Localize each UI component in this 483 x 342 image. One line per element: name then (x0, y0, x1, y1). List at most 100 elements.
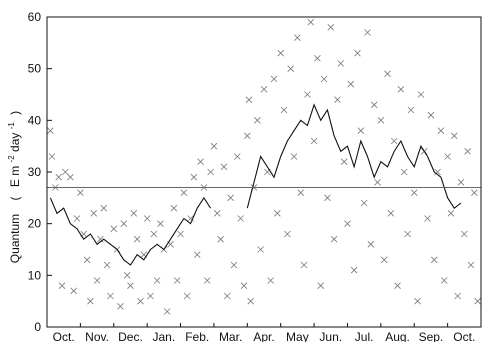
data-point (103, 261, 111, 269)
data-point (474, 297, 481, 305)
data-point (337, 60, 345, 67)
data-point (193, 251, 201, 258)
data-point (387, 210, 395, 217)
data-point (354, 49, 361, 57)
data-point (397, 86, 405, 93)
data-point (234, 153, 241, 160)
data-point (117, 303, 124, 310)
data-point (270, 75, 278, 83)
data-point (93, 277, 101, 284)
data-point (183, 292, 191, 300)
data-point (357, 127, 365, 134)
data-point (367, 241, 375, 248)
data-point (67, 173, 74, 181)
data-point (177, 230, 184, 238)
data-point (424, 215, 431, 222)
y-tick-label: 10 (28, 268, 42, 282)
data-point (350, 266, 358, 274)
data-point (340, 158, 348, 165)
data-point (73, 215, 81, 222)
data-point (77, 189, 84, 196)
data-point (133, 235, 141, 243)
data-point (210, 142, 218, 150)
data-point (244, 132, 251, 140)
x-month-label: Jan. (153, 330, 176, 342)
data-point (330, 235, 338, 243)
data-point (380, 256, 388, 264)
data-point (370, 101, 378, 109)
data-point (100, 204, 108, 212)
data-point (48, 153, 56, 160)
data-point (230, 261, 238, 269)
data-point (127, 282, 134, 289)
x-month-label: Oct. (453, 330, 475, 342)
data-point (217, 235, 224, 243)
data-point (451, 132, 458, 140)
y-tick-label: 60 (28, 10, 42, 24)
data-point (120, 220, 128, 227)
plot-frame (46, 16, 482, 328)
data-point (404, 230, 411, 238)
data-point (317, 282, 325, 289)
y-tick-label: 50 (28, 62, 42, 76)
data-point (260, 86, 268, 93)
data-point (203, 277, 211, 284)
data-point (384, 70, 391, 78)
data-point (254, 117, 261, 124)
data-point (220, 163, 228, 171)
data-point (55, 173, 62, 181)
data-point (280, 106, 288, 114)
data-point (110, 225, 118, 233)
data-point (344, 220, 351, 227)
data-point (173, 277, 181, 284)
data-point (190, 173, 198, 181)
data-point (324, 194, 331, 202)
data-point (157, 220, 164, 227)
x-month-label: Feb. (185, 330, 209, 342)
running-mean-layer (49, 103, 462, 266)
data-point (297, 189, 305, 196)
data-point (327, 24, 335, 31)
data-point (170, 204, 178, 212)
data-point (58, 282, 66, 289)
data-point (213, 210, 221, 217)
data-point (240, 282, 248, 289)
x-month-label: Sep. (419, 330, 444, 342)
data-point (434, 168, 441, 176)
data-point (467, 261, 475, 269)
data-point (294, 34, 301, 41)
data-point (187, 215, 194, 222)
data-point (314, 55, 321, 62)
data-point (137, 297, 144, 305)
x-month-label: Apr. (253, 330, 274, 342)
x-month-label: Jul. (355, 330, 374, 342)
data-point (360, 199, 368, 207)
data-point (150, 230, 158, 238)
x-month-label: Mar. (219, 330, 242, 342)
y-tick-label: 0 (34, 320, 41, 334)
running-mean-line (49, 196, 212, 266)
data-point (47, 127, 54, 134)
data-point (310, 137, 318, 145)
data-point (97, 235, 104, 243)
data-point (107, 292, 114, 300)
data-point (153, 277, 161, 284)
y-tick-label: 40 (28, 113, 42, 127)
x-month-label: Aug. (385, 330, 410, 342)
data-point (300, 261, 308, 269)
data-point (143, 215, 151, 222)
y-tick-label: 30 (28, 165, 42, 179)
data-point (277, 49, 284, 57)
data-point (197, 158, 204, 165)
data-point (180, 189, 188, 196)
data-point (400, 168, 408, 176)
data-point (70, 287, 77, 295)
data-point (407, 106, 415, 114)
data-point (377, 117, 385, 124)
data-point (227, 194, 234, 202)
data-point (147, 292, 154, 300)
x-month-label: Nov. (85, 330, 109, 342)
data-point (307, 18, 315, 26)
x-month-label: Oct. (53, 330, 75, 342)
